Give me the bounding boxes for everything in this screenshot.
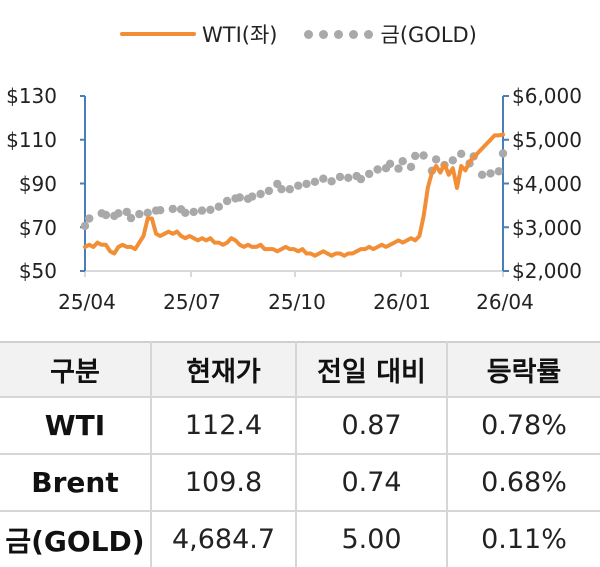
- gold-series: [80, 149, 508, 231]
- row-pct: 0.11%: [446, 510, 600, 567]
- wti-line-swatch-icon: [120, 32, 196, 36]
- row-price: 4,684.7: [150, 510, 297, 567]
- legend-gold-label: 금(GOLD): [380, 23, 477, 47]
- row-price: 109.8: [150, 453, 297, 512]
- table-row: 금(GOLD) 4,684.7 5.00 0.11%: [0, 510, 600, 567]
- x-axis-tick: 25/07: [163, 290, 221, 314]
- y-axes: [80, 95, 509, 272]
- header-price: 현재가: [150, 341, 297, 398]
- table-row: WTI 112.4 0.87 0.78%: [0, 396, 600, 455]
- row-change: 5.00: [295, 510, 448, 567]
- header-change: 전일 대비: [295, 341, 448, 398]
- right-axis-tick: $6,000: [512, 84, 582, 108]
- right-axis-tick: $5,000: [512, 128, 582, 152]
- gold-dots-swatch-icon: [303, 29, 373, 39]
- x-axis-tick: 26/04: [476, 290, 534, 314]
- row-pct: 0.78%: [446, 396, 600, 455]
- left-axis-tick: $70: [18, 216, 57, 240]
- table-row: Brent 109.8 0.74 0.68%: [0, 453, 600, 512]
- header-category: 구분: [0, 341, 152, 398]
- row-name: 금(GOLD): [0, 510, 152, 567]
- left-axis-tick: $110: [6, 128, 57, 152]
- x-baseline: [84, 270, 504, 277]
- row-name: WTI: [0, 396, 152, 455]
- left-axis-tick: $90: [18, 172, 57, 196]
- left-axis-tick: $130: [6, 84, 57, 108]
- row-pct: 0.68%: [446, 453, 600, 512]
- x-axis-tick: 26/01: [373, 290, 431, 314]
- right-axis-tick: $4,000: [512, 172, 582, 196]
- wti-series: [83, 132, 505, 258]
- table-header-row: 구분 현재가 전일 대비 등락률: [0, 341, 600, 398]
- row-change: 0.87: [295, 396, 448, 455]
- right-axis-tick: $3,000: [512, 216, 582, 240]
- left-axis-tick: $50: [18, 259, 57, 283]
- row-name: Brent: [0, 453, 152, 512]
- header-pct: 등락률: [446, 341, 600, 398]
- row-change: 0.74: [295, 453, 448, 512]
- chart-legend: WTI(좌) 금(GOLD): [120, 18, 477, 50]
- x-axis-tick: 25/10: [268, 290, 326, 314]
- legend-wti-label: WTI(좌): [202, 23, 278, 47]
- row-price: 112.4: [150, 396, 297, 455]
- chart-plot: [80, 95, 509, 277]
- quote-table: 구분 현재가 전일 대비 등락률 WTI 112.4 0.87 0.78% Br…: [0, 341, 600, 567]
- right-axis-tick: $2,000: [512, 259, 582, 283]
- price-chart: WTI(좌) 금(GOLD) $130 $110 $90 $70 $50 $6,…: [6, 18, 582, 314]
- x-axis-tick: 25/04: [58, 290, 116, 314]
